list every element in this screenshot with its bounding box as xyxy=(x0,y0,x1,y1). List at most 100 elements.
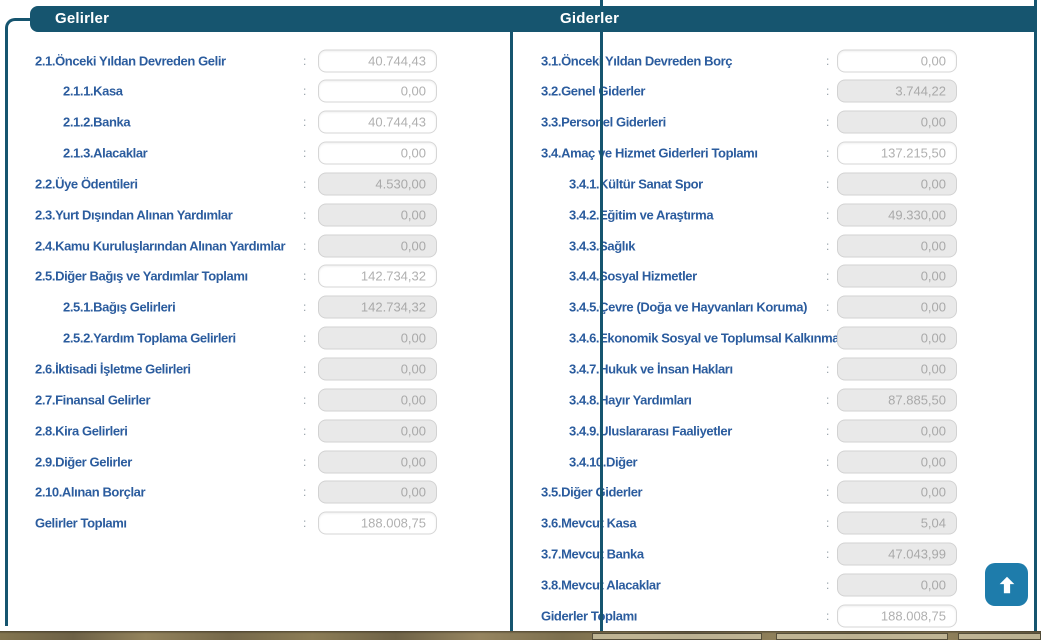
form-row: 2.1.3.Alacaklar: xyxy=(35,138,437,169)
label-separator: : xyxy=(303,300,307,315)
field-label: 2.9.Diğer Gelirler xyxy=(35,454,132,470)
label-separator: : xyxy=(826,53,830,68)
form-row: 3.4.3.Sağlık: xyxy=(541,230,958,261)
form-row: Giderler Toplamı: xyxy=(541,600,958,631)
amount-input xyxy=(837,357,957,381)
form-row: Gelirler Toplamı: xyxy=(35,508,437,539)
field-label: 2.5.Diğer Bağış ve Yardımlar Toplamı xyxy=(35,268,248,284)
field-label: 2.1.Önceki Yıldan Devreden Gelir xyxy=(35,53,226,68)
form-row: 2.2.Üye Ödentileri: xyxy=(35,168,437,199)
amount-input xyxy=(837,511,957,535)
amount-input xyxy=(837,234,957,258)
label-separator: : xyxy=(303,53,307,68)
label-separator: : xyxy=(303,485,307,500)
form-row: 3.2.Genel Giderler: xyxy=(541,76,958,107)
label-separator: : xyxy=(826,300,830,315)
gelirler-panel-border xyxy=(5,18,34,626)
amount-input xyxy=(837,172,957,196)
label-separator: : xyxy=(826,485,830,500)
label-separator: : xyxy=(826,547,830,562)
field-label: Gelirler Toplamı xyxy=(35,515,127,531)
column-divider-line xyxy=(510,31,513,631)
gelirler-section-title: Gelirler xyxy=(55,10,110,27)
amount-input xyxy=(318,450,437,474)
form-row: 3.4.10.Diğer: xyxy=(541,446,958,477)
amount-input[interactable] xyxy=(837,49,957,72)
amount-input[interactable] xyxy=(318,49,437,72)
up-arrow-icon xyxy=(996,574,1018,596)
amount-input xyxy=(837,388,957,412)
field-label: 3.4.6.Ekonomik Sosyal ve Toplumsal Kalkı… xyxy=(569,330,840,346)
amount-input xyxy=(837,450,957,474)
amount-input xyxy=(318,326,437,350)
field-label: 2.4.Kamu Kuruluşlarından Alınan Yardımla… xyxy=(35,238,286,254)
field-label: 3.4.Amaç ve Hizmet Giderleri Toplamı xyxy=(541,145,758,161)
amount-input[interactable] xyxy=(318,110,437,134)
form-row: 3.4.6.Ekonomik Sosyal ve Toplumsal Kalkı… xyxy=(541,323,958,354)
label-separator: : xyxy=(303,115,307,130)
field-label: 3.7.Mevcut Banka xyxy=(541,546,644,562)
label-separator: : xyxy=(826,146,830,161)
amount-input[interactable] xyxy=(318,264,437,288)
field-label: 3.4.2.Eğitim ve Araştırma xyxy=(569,207,714,223)
field-label: 2.3.Yurt Dışından Alınan Yardımlar xyxy=(35,207,233,223)
form-row: 3.4.5.Çevre (Doğa ve Hayvanları Koruma): xyxy=(541,292,958,323)
form-row: 3.4.2.Eğitim ve Araştırma: xyxy=(541,199,958,230)
field-label: 3.1.Önceki Yıldan Devreden Borç xyxy=(541,53,733,68)
giderler-panel-left-border xyxy=(600,0,603,631)
form-row: 2.1.Önceki Yıldan Devreden Gelir: xyxy=(35,45,437,76)
form-row: 2.3.Yurt Dışından Alınan Yardımlar: xyxy=(35,199,437,230)
form-row: 3.4.8.Hayır Yardımları: xyxy=(541,384,958,415)
label-separator: : xyxy=(303,362,307,376)
amount-input[interactable] xyxy=(318,511,437,535)
field-label: 2.1.3.Alacaklar xyxy=(63,145,148,161)
form-row: 3.8.Mevcut Alacaklar: xyxy=(541,569,958,600)
amount-input[interactable] xyxy=(318,79,437,103)
amount-input xyxy=(837,573,957,597)
amount-input xyxy=(837,110,957,134)
form-row: 2.4.Kamu Kuruluşlarından Alınan Yardımla… xyxy=(35,230,437,261)
amount-input xyxy=(318,357,437,381)
background-texture-block xyxy=(958,633,1041,640)
amount-input xyxy=(837,264,957,288)
amount-input[interactable] xyxy=(837,604,957,628)
label-separator: : xyxy=(303,238,307,253)
amount-input xyxy=(318,172,437,196)
giderler-section-title: Giderler xyxy=(560,10,620,27)
label-separator: : xyxy=(826,423,830,438)
form-row: 3.4.Amaç ve Hizmet Giderleri Toplamı: xyxy=(541,138,958,169)
amount-input xyxy=(318,295,437,319)
field-label: 3.4.8.Hayır Yardımları xyxy=(569,392,692,408)
amount-input xyxy=(837,79,957,103)
amount-input[interactable] xyxy=(318,141,437,165)
label-separator: : xyxy=(303,207,307,222)
label-separator: : xyxy=(826,454,830,469)
field-label: 3.2.Genel Giderler xyxy=(541,83,646,99)
amount-input xyxy=(318,419,437,443)
field-label: Giderler Toplamı xyxy=(541,608,637,624)
label-separator: : xyxy=(303,269,307,284)
field-label: 3.4.9.Uluslararası Faaliyetler xyxy=(569,423,732,439)
form-row: 3.4.1.Kültür Sanat Spor: xyxy=(541,168,958,199)
amount-input xyxy=(837,480,957,504)
label-separator: : xyxy=(303,423,307,438)
field-label: 3.4.4.Sosyal Hizmetler xyxy=(569,268,697,284)
form-row: 3.4.7.Hukuk ve İnsan Hakları: xyxy=(541,354,958,385)
label-separator: : xyxy=(303,176,307,191)
amount-input xyxy=(318,480,437,504)
field-label: 2.7.Finansal Gelirler xyxy=(35,392,151,408)
label-separator: : xyxy=(826,84,830,99)
label-separator: : xyxy=(826,115,830,130)
field-label: 3.4.5.Çevre (Doğa ve Hayvanları Koruma) xyxy=(569,299,808,315)
scroll-to-top-button[interactable] xyxy=(985,563,1028,606)
label-separator: : xyxy=(826,362,830,376)
amount-input[interactable] xyxy=(837,141,957,165)
form-row: 2.1.2.Banka: xyxy=(35,107,437,138)
label-separator: : xyxy=(826,608,830,623)
label-separator: : xyxy=(826,269,830,284)
amount-input xyxy=(318,203,437,227)
field-label: 3.4.1.Kültür Sanat Spor xyxy=(569,176,703,192)
amount-input xyxy=(837,203,957,227)
field-label: 3.4.7.Hukuk ve İnsan Hakları xyxy=(569,361,733,377)
background-texture-block xyxy=(776,633,948,640)
